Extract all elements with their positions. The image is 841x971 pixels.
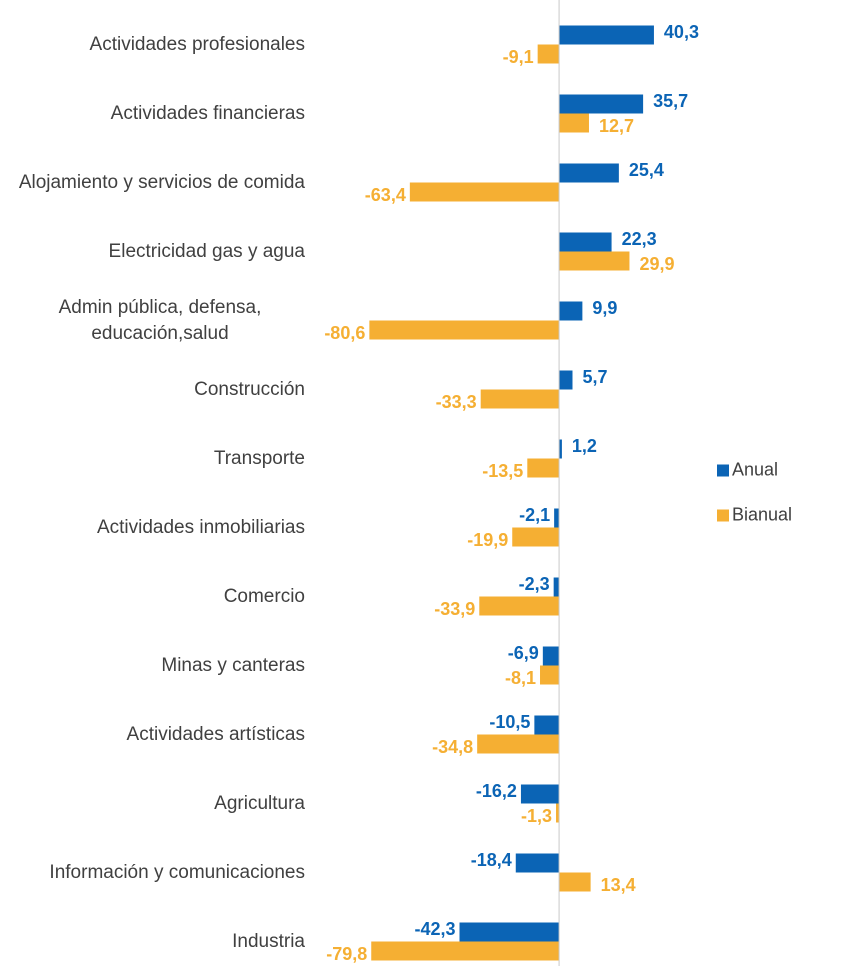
category-label-box: Electricidad gas y agua	[15, 239, 305, 265]
bar	[512, 527, 560, 547]
bar	[479, 596, 560, 616]
category-label-box: Alojamiento y servicios de comida	[15, 170, 305, 196]
category-label-box: Actividades artísticas	[15, 722, 305, 748]
value-label: -2,1	[519, 505, 550, 525]
category-label-box: Industria	[15, 929, 305, 955]
bar	[559, 301, 583, 321]
bar	[559, 94, 644, 114]
category-label: Construcción	[194, 378, 305, 400]
legend-label: Anual	[732, 459, 779, 480]
category-label-box: Actividades financieras	[15, 101, 305, 127]
bar	[556, 803, 560, 823]
bar	[553, 577, 560, 597]
category-label: Agricultura	[214, 792, 305, 814]
value-label: -1,3	[521, 806, 552, 826]
bar	[477, 734, 560, 754]
bar	[559, 872, 591, 892]
category-label: Transporte	[213, 447, 305, 469]
bar	[371, 941, 560, 961]
value-label: -33,3	[436, 392, 477, 412]
value-label: -33,9	[434, 599, 475, 619]
legend-item: Bianual	[717, 505, 792, 526]
bar	[540, 665, 560, 685]
value-label: -18,4	[471, 850, 512, 870]
value-label: -63,4	[365, 185, 406, 205]
category-label: Actividades artísticas	[126, 723, 305, 745]
value-label: 22,3	[622, 229, 657, 249]
category-label: Actividades inmobiliarias	[96, 516, 305, 538]
value-label: 5,7	[582, 367, 607, 387]
value-label: -6,9	[508, 643, 539, 663]
value-label: -9,1	[503, 47, 534, 67]
category-label: Información y comunicaciones	[49, 861, 305, 883]
value-label: -10,5	[489, 712, 530, 732]
bar	[554, 508, 560, 528]
value-label: -19,9	[467, 530, 508, 550]
legend-label: Bianual	[732, 504, 793, 525]
value-label: 13,4	[601, 875, 636, 895]
category-label-box: Construcción	[15, 377, 305, 403]
bar	[559, 370, 573, 390]
bar	[559, 25, 654, 45]
category-label: Comercio	[223, 585, 305, 607]
value-label: -16,2	[476, 781, 517, 801]
bar	[542, 646, 560, 666]
value-label: -34,8	[432, 737, 473, 757]
legend-item: Anual	[717, 460, 778, 481]
category-label: Actividades financieras	[110, 102, 305, 124]
value-label: -13,5	[482, 461, 523, 481]
category-label: Minas y canteras	[161, 654, 305, 676]
category-label: Industria	[232, 930, 305, 952]
value-label: -8,1	[505, 668, 536, 688]
category-label: Electricidad gas y agua	[108, 240, 305, 262]
bar	[559, 113, 589, 133]
bar	[409, 182, 560, 202]
value-label: 25,4	[629, 160, 664, 180]
bar	[515, 853, 560, 873]
value-label: -42,3	[414, 919, 455, 939]
value-label: -2,3	[519, 574, 550, 594]
value-label: 35,7	[653, 91, 688, 111]
category-label-box: Transporte	[15, 446, 305, 472]
bar	[559, 232, 612, 252]
category-label-box: Actividades inmobiliarias	[15, 515, 305, 541]
value-label: 1,2	[572, 436, 597, 456]
bar	[559, 439, 562, 459]
value-label: -80,6	[324, 323, 365, 343]
bar	[559, 251, 630, 271]
category-label-box: Actividades profesionales	[15, 32, 305, 58]
legend-swatch	[717, 464, 729, 476]
value-label: -79,8	[326, 944, 367, 964]
value-label: 9,9	[592, 298, 617, 318]
legend-swatch	[717, 509, 729, 521]
bar	[480, 389, 560, 409]
value-label: 29,9	[639, 254, 674, 274]
category-label-box: Información y comunicaciones	[15, 860, 305, 886]
bar	[459, 922, 560, 942]
bar	[537, 44, 560, 64]
bar	[559, 163, 619, 183]
bar	[527, 458, 560, 478]
bar	[520, 784, 560, 804]
category-label-box: Admin pública, defensa, educación,salud	[15, 295, 305, 347]
category-label-box: Agricultura	[15, 791, 305, 817]
category-label: Admin pública, defensa, educación,salud	[58, 296, 262, 344]
category-label-box: Minas y canteras	[15, 653, 305, 679]
bar	[369, 320, 560, 340]
category-label-box: Comercio	[15, 584, 305, 610]
bar	[534, 715, 560, 735]
category-label: Alojamiento y servicios de comida	[18, 171, 305, 193]
value-label: 40,3	[664, 22, 699, 42]
value-label: 12,7	[599, 116, 634, 136]
category-label: Actividades profesionales	[89, 33, 305, 55]
